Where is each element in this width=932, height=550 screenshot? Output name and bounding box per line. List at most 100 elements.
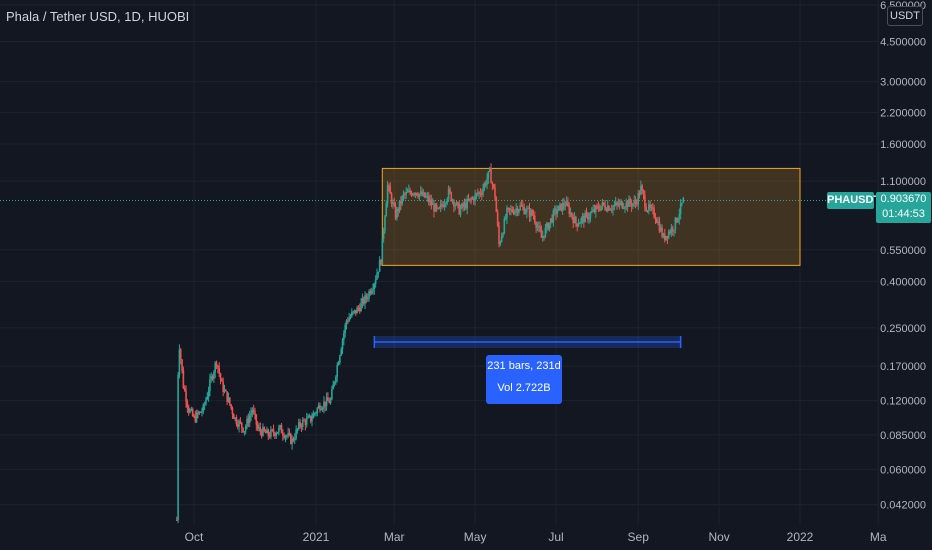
candle-body — [471, 197, 474, 200]
bar-countdown: 01:44:53 — [882, 208, 925, 220]
candle-body — [667, 231, 670, 239]
candle-body — [543, 235, 545, 238]
candle-body — [410, 192, 413, 196]
candle-body — [286, 435, 288, 437]
candle-body — [594, 205, 597, 213]
candle-body — [279, 425, 281, 428]
last-price-value: 0.903670 — [880, 193, 927, 205]
candle-body — [426, 195, 429, 197]
candle-body — [617, 203, 620, 206]
candle-body — [442, 205, 445, 207]
candle-body — [218, 367, 220, 374]
x-tick-label: 2022 — [787, 530, 814, 544]
candle-body — [677, 218, 679, 222]
candle-body — [675, 217, 678, 222]
candle-body — [231, 408, 234, 415]
candle-body — [376, 273, 378, 280]
candle-body — [592, 209, 594, 212]
candle-body — [540, 231, 543, 238]
candle-body — [466, 199, 468, 209]
candle-body — [388, 185, 390, 187]
candle-body — [549, 218, 552, 223]
candle-body — [439, 204, 442, 208]
candle-body — [499, 241, 502, 245]
candle-body — [644, 195, 646, 208]
candle-body — [561, 202, 564, 211]
candle-body — [309, 415, 312, 422]
candle-body — [641, 185, 644, 191]
candle-body — [437, 208, 439, 210]
currency-button[interactable]: USDT — [887, 6, 923, 26]
candle-body — [503, 218, 506, 234]
candle-body — [182, 370, 185, 389]
candle-body — [323, 401, 325, 409]
candle-body — [364, 295, 366, 304]
candle-body — [344, 324, 346, 334]
candle-body — [332, 384, 335, 390]
candle-body — [191, 409, 194, 416]
candle-body — [362, 298, 365, 304]
y-axis: 6.5000004.5000003.0000002.2000001.600000… — [880, 0, 926, 512]
candle-body — [360, 302, 362, 312]
candle-body — [227, 397, 230, 402]
candle-body — [621, 201, 624, 209]
candle-body — [674, 217, 677, 231]
candle-body — [482, 188, 484, 195]
candle-body — [506, 207, 508, 219]
candle-body — [435, 204, 438, 209]
candle-body — [398, 201, 401, 212]
candle-body — [266, 429, 268, 434]
candle-body — [458, 203, 461, 215]
candle-body — [474, 194, 476, 202]
candle-body — [563, 202, 565, 206]
candle-body — [234, 417, 236, 419]
candle-body — [315, 412, 317, 414]
y-tick-label: 0.400000 — [880, 276, 926, 288]
y-tick-label: 0.085000 — [880, 430, 926, 442]
candle-body — [386, 185, 389, 204]
x-tick-label: 2021 — [303, 530, 330, 544]
candle-body — [381, 238, 384, 265]
candle-body — [382, 230, 385, 239]
candle-body — [609, 209, 612, 211]
candle-body — [254, 411, 256, 415]
candle-body — [519, 205, 522, 210]
candle-body — [423, 192, 426, 198]
candle-body — [221, 379, 223, 382]
candle-body — [626, 201, 629, 207]
candle-body — [427, 195, 430, 202]
candle-body — [487, 171, 490, 179]
candle-body — [555, 208, 557, 214]
chart-grid — [0, 0, 879, 524]
candle-body — [646, 210, 649, 212]
candle-body — [175, 520, 178, 521]
candle-body — [556, 211, 559, 214]
candle-body — [305, 418, 308, 425]
candle-body — [343, 333, 345, 340]
candle-body — [593, 209, 596, 213]
candle-body — [650, 207, 653, 209]
candle-body — [297, 422, 300, 429]
candle-body — [479, 192, 482, 194]
candle-body — [524, 212, 527, 214]
candle-body — [470, 198, 472, 200]
candle-body — [301, 420, 304, 427]
candle-body — [356, 307, 358, 314]
candle-body — [618, 202, 621, 206]
candle-body — [429, 199, 431, 202]
candle-body — [248, 415, 251, 424]
candle-body — [311, 418, 313, 422]
candle-body — [396, 208, 398, 219]
candle-body — [246, 418, 248, 427]
candle-body — [259, 427, 262, 432]
candle-body — [504, 218, 507, 220]
x-tick-label: Mar — [384, 530, 405, 544]
y-tick-label: 3.000000 — [880, 77, 926, 89]
candle-body — [243, 431, 246, 433]
candle-body — [654, 217, 657, 220]
candle-body — [411, 193, 414, 196]
candle-body — [214, 362, 217, 373]
candle-body — [317, 405, 320, 409]
candle-body — [341, 339, 344, 350]
